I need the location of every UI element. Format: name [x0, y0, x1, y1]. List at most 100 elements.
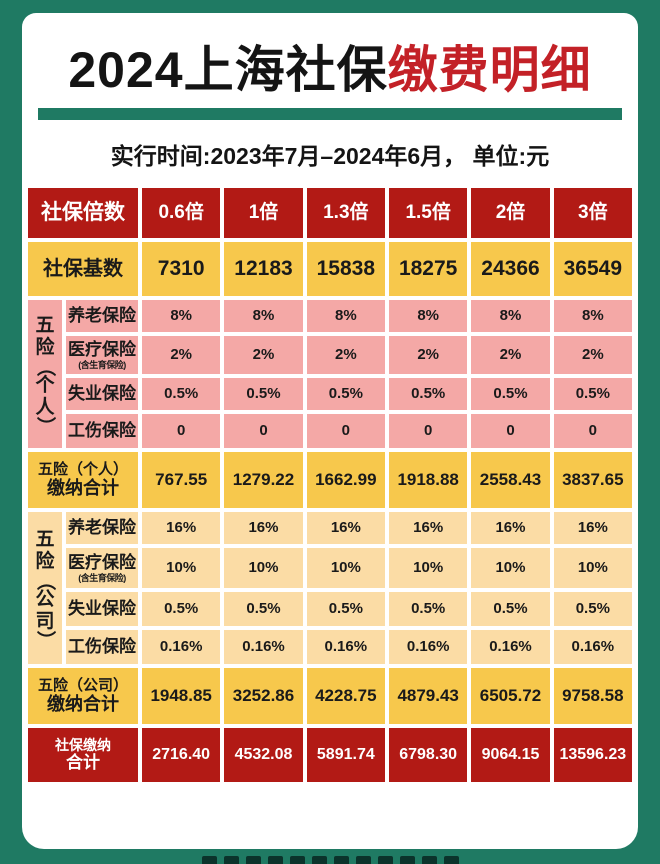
- group-char: ）: [34, 416, 56, 436]
- rate-cell: 0.5%: [471, 592, 550, 626]
- page-title-highlight: 缴费明细: [387, 42, 592, 98]
- multiplier-column-header: 1倍: [224, 188, 303, 238]
- rate-cell: 2%: [471, 336, 550, 374]
- group-char: 险: [35, 551, 55, 573]
- rate-cell: 16%: [224, 512, 303, 544]
- rate-cell: 0.16%: [224, 630, 303, 664]
- base-value-cell: 12183: [224, 242, 303, 296]
- group-char: （: [34, 570, 56, 591]
- rate-cell: 16%: [306, 512, 385, 544]
- rate-cell: 0.5%: [389, 592, 468, 626]
- personal-total-label-line2: 缴纳合计: [47, 478, 119, 499]
- rate-cell: 16%: [471, 512, 550, 544]
- group-char: 人: [35, 396, 55, 418]
- rate-cell: 0.16%: [389, 630, 468, 664]
- rate-cell: 2%: [389, 336, 468, 374]
- group-char: ）: [34, 630, 56, 650]
- rate-cell: 0.5%: [471, 378, 550, 410]
- rate-cell: 10%: [553, 548, 632, 588]
- company-total-label-line1: 五险（公司）: [37, 677, 128, 695]
- fee-table: 社保倍数 0.6倍 1倍 1.3倍 1.5倍 2倍 3倍 社保基数 7310 1…: [28, 188, 632, 782]
- rate-cell: 10%: [471, 548, 550, 588]
- base-value-cell: 7310: [142, 242, 221, 296]
- personal-total-cell: 1662.99: [306, 452, 385, 508]
- company-total-cell: 3252.86: [224, 668, 303, 724]
- base-row-label: 社保基数: [28, 242, 138, 296]
- page-title: 2024上海社保缴费明细: [22, 43, 638, 98]
- insurance-row-label: 失业保险: [66, 592, 138, 626]
- group-char: 个: [35, 374, 55, 396]
- grand-total-label: 社保缴纳 合计: [28, 728, 138, 782]
- personal-total-cell: 3837.65: [553, 452, 632, 508]
- rate-cell: 10%: [142, 548, 221, 588]
- rate-cell: 8%: [471, 300, 550, 332]
- rate-cell: 10%: [389, 548, 468, 588]
- group-char: 公: [35, 588, 55, 610]
- insurance-row-label-sub: (含生育保险): [78, 359, 126, 370]
- rate-cell: 10%: [224, 548, 303, 588]
- grand-total-cell: 6798.30: [389, 728, 468, 782]
- company-total-cell: 9758.58: [553, 668, 632, 724]
- rate-cell: 0.5%: [224, 378, 303, 410]
- group-char: （: [34, 356, 56, 377]
- rate-cell: 0.5%: [224, 592, 303, 626]
- content-card: 2024上海社保缴费明细 实行时间:2023年7月–2024年6月， 单位:元 …: [22, 13, 638, 849]
- insurance-row-label: 失业保险: [66, 378, 138, 410]
- rate-cell: 8%: [224, 300, 303, 332]
- grand-total-cell: 4532.08: [224, 728, 303, 782]
- rate-cell: 0.5%: [306, 378, 385, 410]
- rate-cell: 8%: [306, 300, 385, 332]
- title-underline: [38, 108, 622, 120]
- rate-cell: 0: [142, 414, 221, 448]
- page-title-main: 2024上海社保: [68, 42, 388, 98]
- subtitle: 实行时间:2023年7月–2024年6月， 单位:元: [110, 143, 550, 169]
- base-value-cell: 36549: [553, 242, 632, 296]
- rate-cell: 0.16%: [306, 630, 385, 664]
- base-value-cell: 24366: [471, 242, 550, 296]
- rate-cell: 0.5%: [389, 378, 468, 410]
- company-total-label-line2: 缴纳合计: [47, 694, 119, 715]
- insurance-row-label-main: 医疗保险: [68, 553, 136, 573]
- insurance-row-label: 工伤保险: [66, 630, 138, 664]
- rate-cell: 0.5%: [553, 378, 632, 410]
- base-value-cell: 15838: [306, 242, 385, 296]
- rate-cell: 0.16%: [553, 630, 632, 664]
- company-total-cell: 1948.85: [142, 668, 221, 724]
- multiplier-header-cell: 社保倍数: [28, 188, 138, 238]
- rate-cell: 2%: [306, 336, 385, 374]
- grand-total-cell: 5891.74: [306, 728, 385, 782]
- company-total-label: 五险（公司） 缴纳合计: [28, 668, 138, 724]
- group-char: 司: [35, 610, 55, 632]
- group-char: 五: [35, 314, 55, 336]
- insurance-row-label-main: 医疗保险: [68, 340, 136, 360]
- insurance-row-label: 医疗保险 (含生育保险): [66, 336, 138, 374]
- personal-total-cell: 767.55: [142, 452, 221, 508]
- rate-cell: 16%: [553, 512, 632, 544]
- rate-cell: 0: [553, 414, 632, 448]
- company-total-cell: 4228.75: [306, 668, 385, 724]
- rate-cell: 0.5%: [553, 592, 632, 626]
- rate-cell: 0.5%: [306, 592, 385, 626]
- rate-cell: 2%: [142, 336, 221, 374]
- multiplier-column-header: 1.3倍: [306, 188, 385, 238]
- personal-total-label: 五险（个人） 缴纳合计: [28, 452, 138, 508]
- rate-cell: 0.16%: [471, 630, 550, 664]
- rate-cell: 0.5%: [142, 592, 221, 626]
- grand-total-cell: 2716.40: [142, 728, 221, 782]
- rate-cell: 0.16%: [142, 630, 221, 664]
- rate-cell: 16%: [142, 512, 221, 544]
- group-char: 五: [35, 528, 55, 550]
- grand-total-cell: 13596.23: [553, 728, 632, 782]
- personal-total-cell: 1279.22: [224, 452, 303, 508]
- company-group-label: 五 险 （ 公 司 ）: [28, 512, 62, 664]
- insurance-row-label-sub: (含生育保险): [78, 572, 126, 583]
- company-total-cell: 6505.72: [471, 668, 550, 724]
- rate-cell: 0: [306, 414, 385, 448]
- rate-cell: 0: [224, 414, 303, 448]
- rate-cell: 0: [389, 414, 468, 448]
- insurance-row-label: 养老保险: [66, 512, 138, 544]
- insurance-row-label: 工伤保险: [66, 414, 138, 448]
- personal-group-label: 五 险 （ 个 人 ）: [28, 300, 62, 448]
- rate-cell: 10%: [306, 548, 385, 588]
